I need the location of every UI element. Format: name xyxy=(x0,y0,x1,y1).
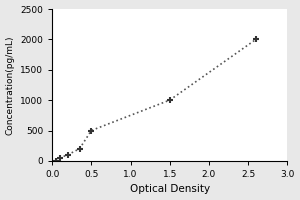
Y-axis label: Concentration(pg/mL): Concentration(pg/mL) xyxy=(6,35,15,135)
X-axis label: Optical Density: Optical Density xyxy=(130,184,210,194)
